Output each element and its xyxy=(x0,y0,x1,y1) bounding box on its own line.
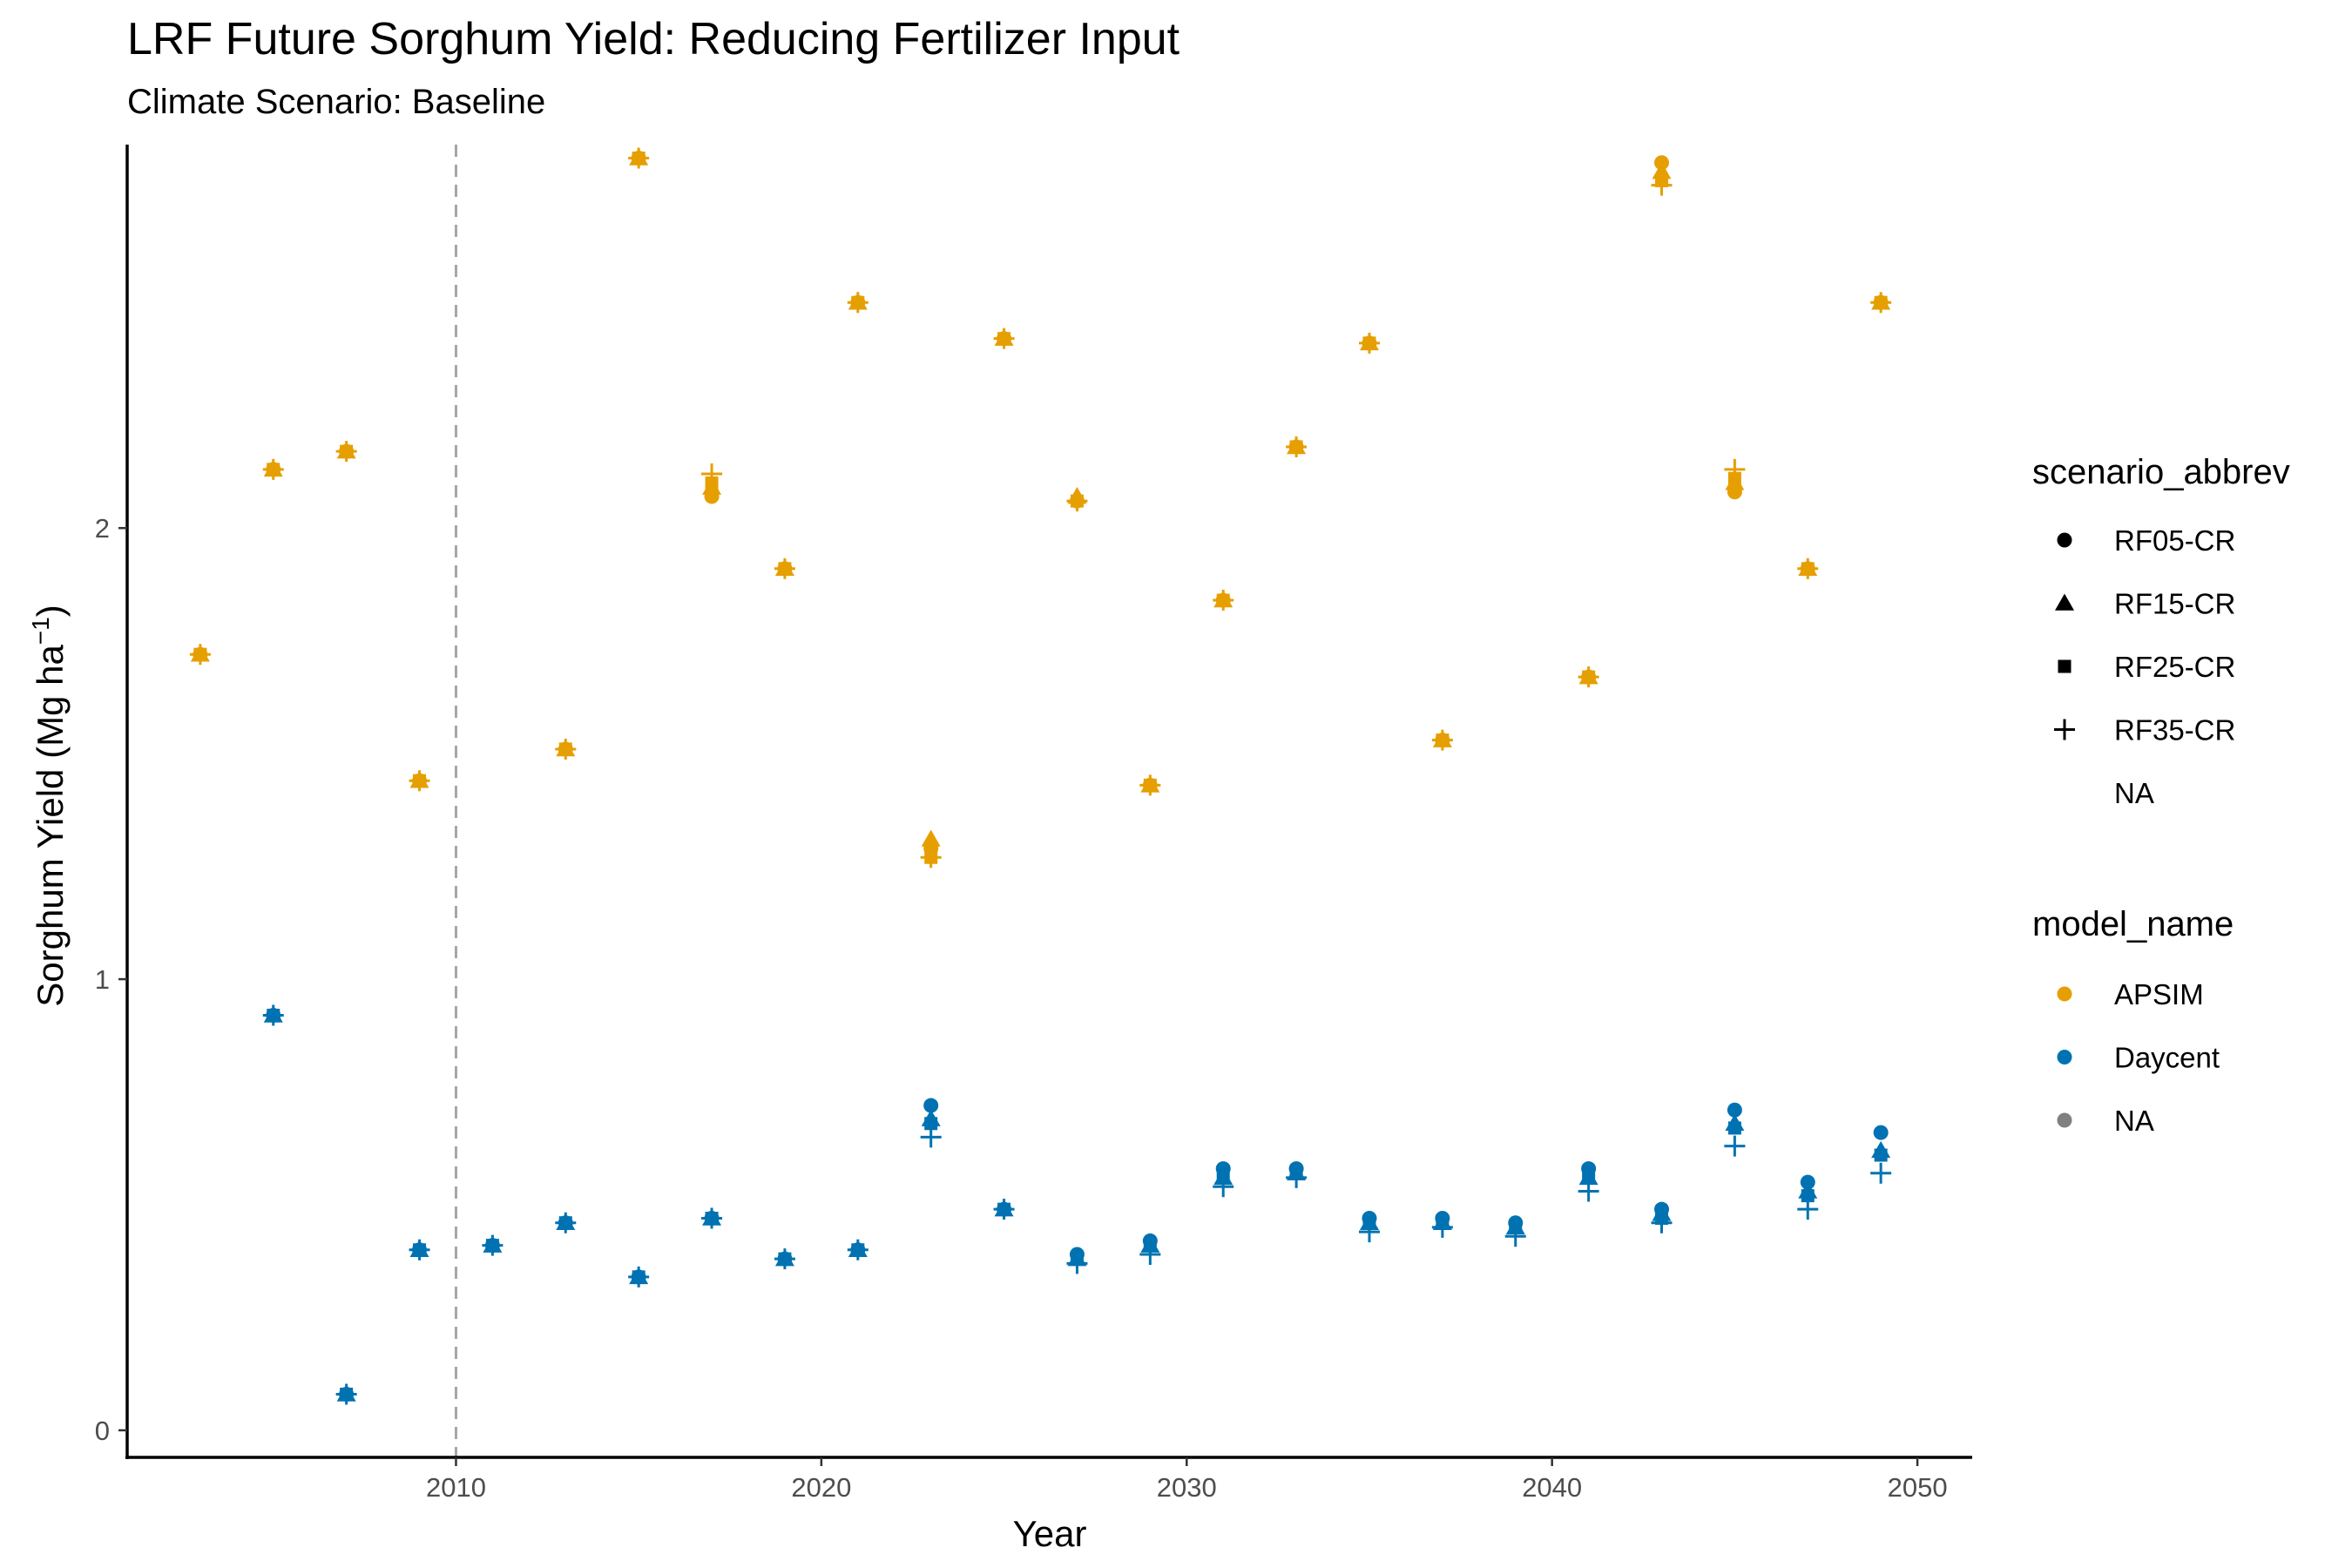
data-point-daycent-rf25-cr xyxy=(924,1117,938,1131)
legend-label-scenario: RF05-CR xyxy=(2114,524,2235,557)
data-point-apsim-rf35-cr xyxy=(993,328,1015,349)
x-tick-label: 2040 xyxy=(1522,1472,1582,1503)
data-point-apsim-rf35-cr xyxy=(774,558,795,579)
legend-label-model: NA xyxy=(2114,1105,2154,1137)
legend: scenario_abbrev RF05-CR RF15-CR RF25-CR RF35… xyxy=(2032,453,2290,1137)
data-point-apsim-rf35-cr xyxy=(701,463,723,485)
y-tick-label: 2 xyxy=(95,513,110,544)
chart-subtitle: Climate Scenario: Baseline xyxy=(127,83,545,121)
data-point-apsim-rf35-cr xyxy=(1651,174,1673,196)
y-tick-label: 1 xyxy=(95,964,110,995)
x-tick-label: 2050 xyxy=(1888,1472,1948,1503)
data-point-apsim-rf35-cr xyxy=(1797,558,1819,579)
x-tick-label: 2030 xyxy=(1157,1472,1217,1503)
data-point-daycent-rf35-cr xyxy=(628,1266,650,1288)
data-point-apsim-rf35-cr xyxy=(1213,590,1234,612)
data-point-daycent-rf35-cr xyxy=(1139,1243,1161,1265)
legend-title-model: model_name xyxy=(2032,905,2234,943)
data-point-daycent-rf05-cr xyxy=(1727,1102,1742,1118)
data-point-apsim-rf35-cr xyxy=(1431,729,1453,751)
legend-key-rf25-cr xyxy=(2058,659,2072,673)
legend-label-scenario: RF25-CR xyxy=(2114,651,2235,683)
data-point-daycent-rf35-cr xyxy=(774,1248,795,1270)
data-point-daycent-rf35-cr xyxy=(335,1383,357,1405)
data-point-apsim-rf35-cr xyxy=(409,770,430,792)
y-axis-title-main: Sorghum Yield (Mg ha xyxy=(30,645,71,1007)
legend-key-daycent xyxy=(2057,1050,2072,1064)
data-point-apsim-rf35-cr xyxy=(1139,774,1161,796)
data-point-daycent-rf25-cr xyxy=(1801,1189,1815,1203)
data-point-apsim-rf35-cr xyxy=(1358,332,1380,354)
y-tick-label: 0 xyxy=(95,1416,110,1446)
data-point-apsim-rf35-cr xyxy=(262,458,284,480)
legend-key-rf15-cr xyxy=(2055,593,2074,611)
chart-title: LRF Future Sorghum Yield: Reducing Ferti… xyxy=(127,14,1180,64)
data-point-daycent-rf05-cr xyxy=(1873,1125,1889,1140)
data-point-daycent-rf35-cr xyxy=(1358,1221,1380,1243)
data-point-apsim-rf35-cr xyxy=(555,738,577,760)
data-point-daycent-rf25-cr xyxy=(1874,1148,1888,1162)
data-point-daycent-rf35-cr xyxy=(1286,1166,1308,1188)
y-axis-ticks: 0 1 2 xyxy=(95,513,127,1446)
data-point-daycent-rf35-cr xyxy=(1870,1162,1892,1184)
legend-label-model: Daycent xyxy=(2114,1042,2220,1074)
data-point-daycent-rf35-cr xyxy=(847,1239,868,1260)
data-point-daycent-rf25-cr xyxy=(1727,1121,1741,1135)
data-point-apsim-rf35-cr xyxy=(1724,458,1746,480)
legend-label-scenario: RF15-CR xyxy=(2114,588,2235,620)
data-point-daycent-rf35-cr xyxy=(1797,1199,1819,1220)
x-axis-title: Year xyxy=(1013,1513,1087,1554)
data-point-apsim-rf35-cr xyxy=(920,847,942,868)
series-apsim xyxy=(189,147,1892,868)
legend-title-scenario: scenario_abbrev xyxy=(2032,453,2290,491)
data-point-daycent-rf35-cr xyxy=(1066,1253,1088,1274)
data-point-apsim-rf35-cr xyxy=(1066,490,1088,512)
data-point-daycent-rf35-cr xyxy=(993,1199,1015,1220)
legend-key-rf05-cr xyxy=(2057,532,2072,548)
data-point-daycent-rf25-cr xyxy=(1582,1171,1596,1185)
x-axis-ticks: 2010 2020 2030 2040 2050 xyxy=(426,1457,1948,1503)
legend-key-na xyxy=(2057,1112,2072,1128)
data-point-daycent-rf35-cr xyxy=(1651,1212,1673,1233)
legend-label-scenario: RF35-CR xyxy=(2114,714,2235,747)
data-point-daycent-rf35-cr xyxy=(555,1212,577,1233)
data-point-daycent-rf35-cr xyxy=(482,1234,504,1256)
data-point-daycent-rf35-cr xyxy=(1431,1216,1453,1238)
data-point-apsim-rf35-cr xyxy=(335,441,357,463)
y-axis-title: Sorghum Yield (Mg ha−1) xyxy=(27,605,71,1007)
data-point-daycent-rf35-cr xyxy=(409,1239,430,1260)
data-point-apsim-rf35-cr xyxy=(628,147,650,169)
legend-key-apsim xyxy=(2057,986,2072,1002)
legend-label-model: APSIM xyxy=(2114,978,2204,1010)
series-daycent xyxy=(262,1004,1892,1405)
data-point-daycent-rf35-cr xyxy=(1578,1180,1599,1202)
data-point-apsim-rf35-cr xyxy=(847,292,868,314)
data-point-daycent-rf35-cr xyxy=(701,1207,723,1229)
data-point-daycent-rf35-cr xyxy=(1724,1135,1746,1157)
data-point-apsim-rf35-cr xyxy=(189,644,211,666)
plot-area xyxy=(189,145,1892,1457)
legend-key-rf35-cr xyxy=(2054,719,2075,740)
legend-label-scenario: NA xyxy=(2114,777,2154,809)
y-axis-title-superscript: −1 xyxy=(27,617,54,645)
x-tick-label: 2010 xyxy=(426,1472,486,1503)
y-axis-title-suffix: ) xyxy=(30,605,71,617)
data-point-apsim-rf35-cr xyxy=(1286,436,1308,457)
data-point-daycent-rf35-cr xyxy=(262,1004,284,1026)
data-point-daycent-rf35-cr xyxy=(1213,1176,1234,1198)
data-point-apsim-rf35-cr xyxy=(1578,666,1599,688)
data-point-daycent-rf05-cr xyxy=(923,1098,939,1113)
data-point-daycent-rf35-cr xyxy=(1504,1226,1526,1247)
data-point-apsim-rf15-cr xyxy=(921,829,941,847)
x-tick-label: 2020 xyxy=(791,1472,851,1503)
data-point-apsim-rf35-cr xyxy=(1870,292,1892,314)
data-point-daycent-rf35-cr xyxy=(920,1126,942,1148)
